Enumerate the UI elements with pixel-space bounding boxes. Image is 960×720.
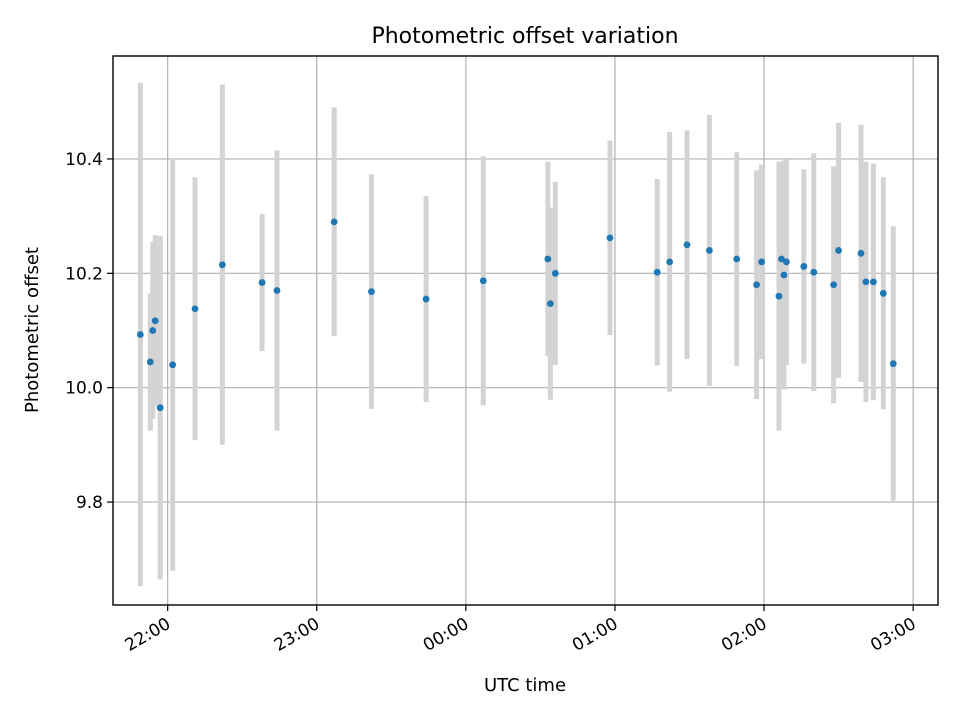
chart-title: Photometric offset variation (371, 24, 678, 49)
data-point (546, 300, 554, 308)
data-point (857, 249, 865, 257)
data-point (368, 288, 375, 296)
data-point (479, 277, 487, 285)
x-tick-label: 01:00 (569, 614, 621, 656)
data-point (156, 404, 164, 412)
data-point (653, 268, 661, 276)
data-point (705, 247, 713, 254)
data-point (151, 317, 159, 325)
data-point (191, 305, 199, 313)
data-point (606, 234, 614, 242)
x-axis-label: UTC time (484, 675, 566, 696)
y-tick-label: 10.0 (65, 379, 103, 399)
data-point (136, 331, 144, 338)
x-tick-label: 02:00 (718, 614, 770, 656)
data-point (258, 279, 266, 286)
data-point (273, 287, 281, 294)
data-point (800, 263, 808, 270)
data-point (683, 241, 691, 249)
plot-frame (112, 55, 939, 606)
data-point (758, 258, 765, 266)
data-point (169, 361, 177, 369)
data-point (835, 247, 843, 254)
data-point (879, 289, 887, 297)
data-point (544, 255, 552, 263)
x-tick-label: 00:00 (420, 614, 472, 656)
data-point (775, 292, 783, 300)
data-point (778, 255, 785, 263)
data-point (753, 281, 760, 289)
y-tick-label: 9.8 (76, 493, 103, 513)
y-axis-label: Photometric offset (22, 247, 43, 413)
data-point (149, 327, 157, 334)
data-point (551, 269, 559, 277)
data-point (783, 258, 790, 266)
x-tick-label: 03:00 (867, 614, 919, 656)
data-point (422, 295, 430, 303)
data-point (780, 271, 788, 279)
data-points (136, 218, 897, 412)
data-point (218, 261, 226, 269)
x-axis-ticks: 22:00 23:00 00:00 01:00 02:00 03:00 (122, 605, 920, 656)
data-point (666, 258, 674, 266)
x-tick-label: 23:00 (271, 614, 323, 656)
data-point (810, 268, 818, 276)
data-point (869, 278, 877, 286)
data-point (733, 255, 741, 263)
data-point (830, 281, 838, 289)
x-tick-label: 22:00 (122, 614, 174, 656)
data-point (889, 360, 897, 368)
data-point (146, 358, 154, 366)
y-tick-label: 10.2 (65, 264, 103, 284)
data-point (862, 278, 870, 286)
data-point (330, 218, 338, 226)
y-axis-ticks: 9.8 10.0 10.2 10.4 (65, 150, 113, 513)
y-tick-label: 10.4 (65, 150, 103, 170)
